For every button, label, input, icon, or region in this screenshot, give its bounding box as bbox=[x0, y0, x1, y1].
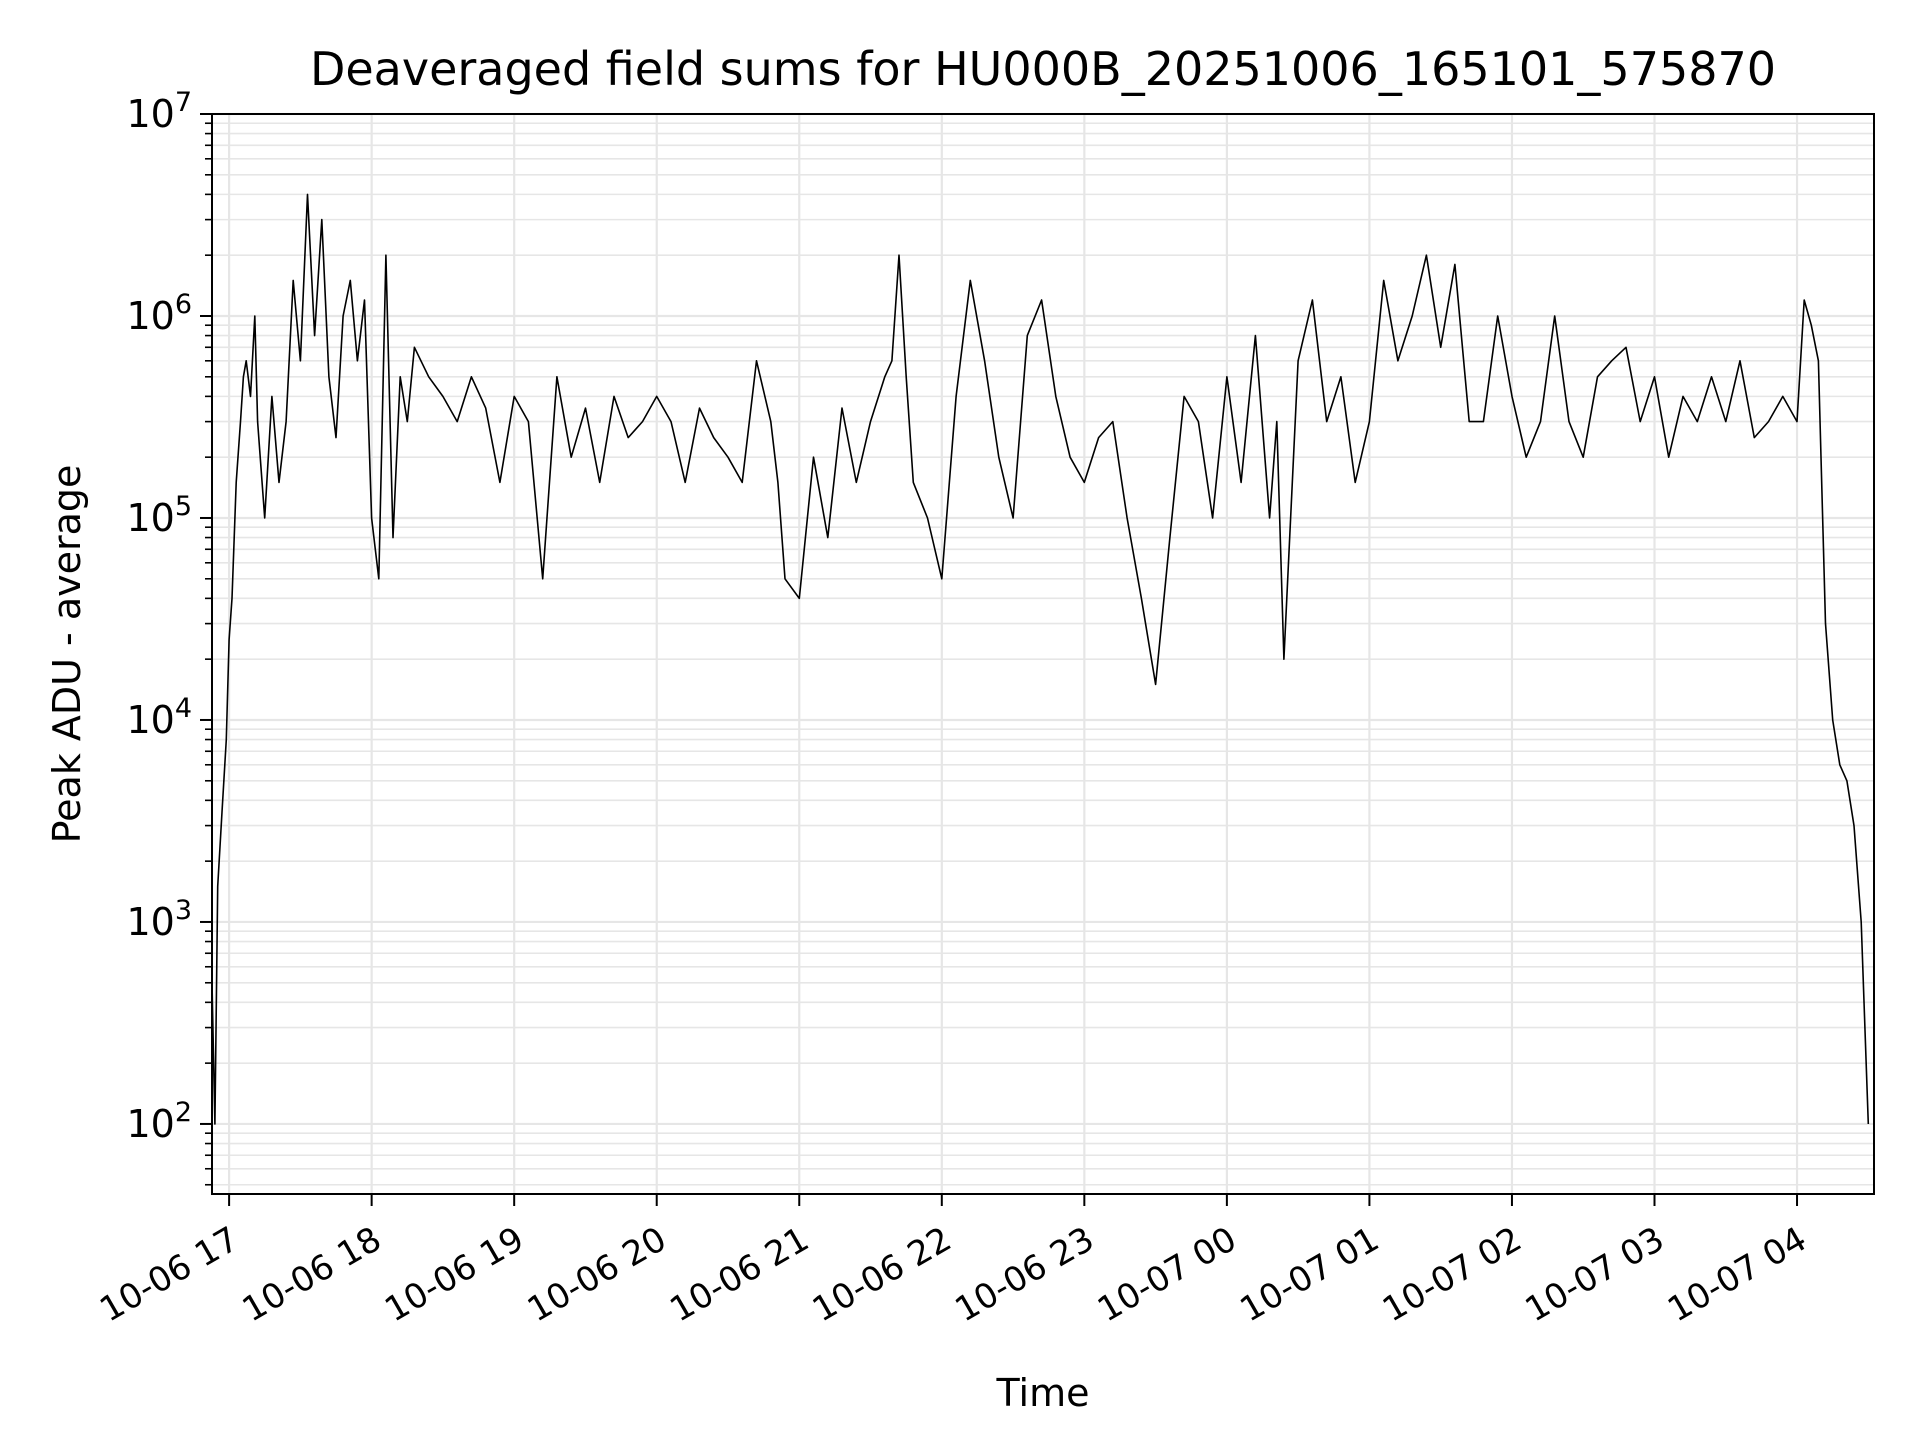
plot-frame bbox=[211, 113, 1875, 1195]
y-tick-label: 105 bbox=[126, 491, 192, 540]
y-tick-label: 102 bbox=[126, 1097, 192, 1146]
series-line bbox=[211, 193, 1870, 1125]
grid-lines bbox=[212, 112, 1874, 1194]
y-tick-label: 107 bbox=[126, 87, 192, 136]
x-axis-label: Time bbox=[996, 1371, 1090, 1415]
y-tick-label: 106 bbox=[126, 289, 192, 338]
data-series bbox=[211, 193, 1870, 1125]
y-axis-label: Peak ADU - average bbox=[45, 465, 89, 844]
y-axis-ticks: 102 103 104 105 106 107 bbox=[126, 87, 212, 1186]
y-tick-label: 103 bbox=[126, 895, 192, 944]
chart-title: Deaveraged field sums for HU000B_2025100… bbox=[310, 42, 1776, 96]
y-tick-label: 104 bbox=[126, 693, 192, 742]
